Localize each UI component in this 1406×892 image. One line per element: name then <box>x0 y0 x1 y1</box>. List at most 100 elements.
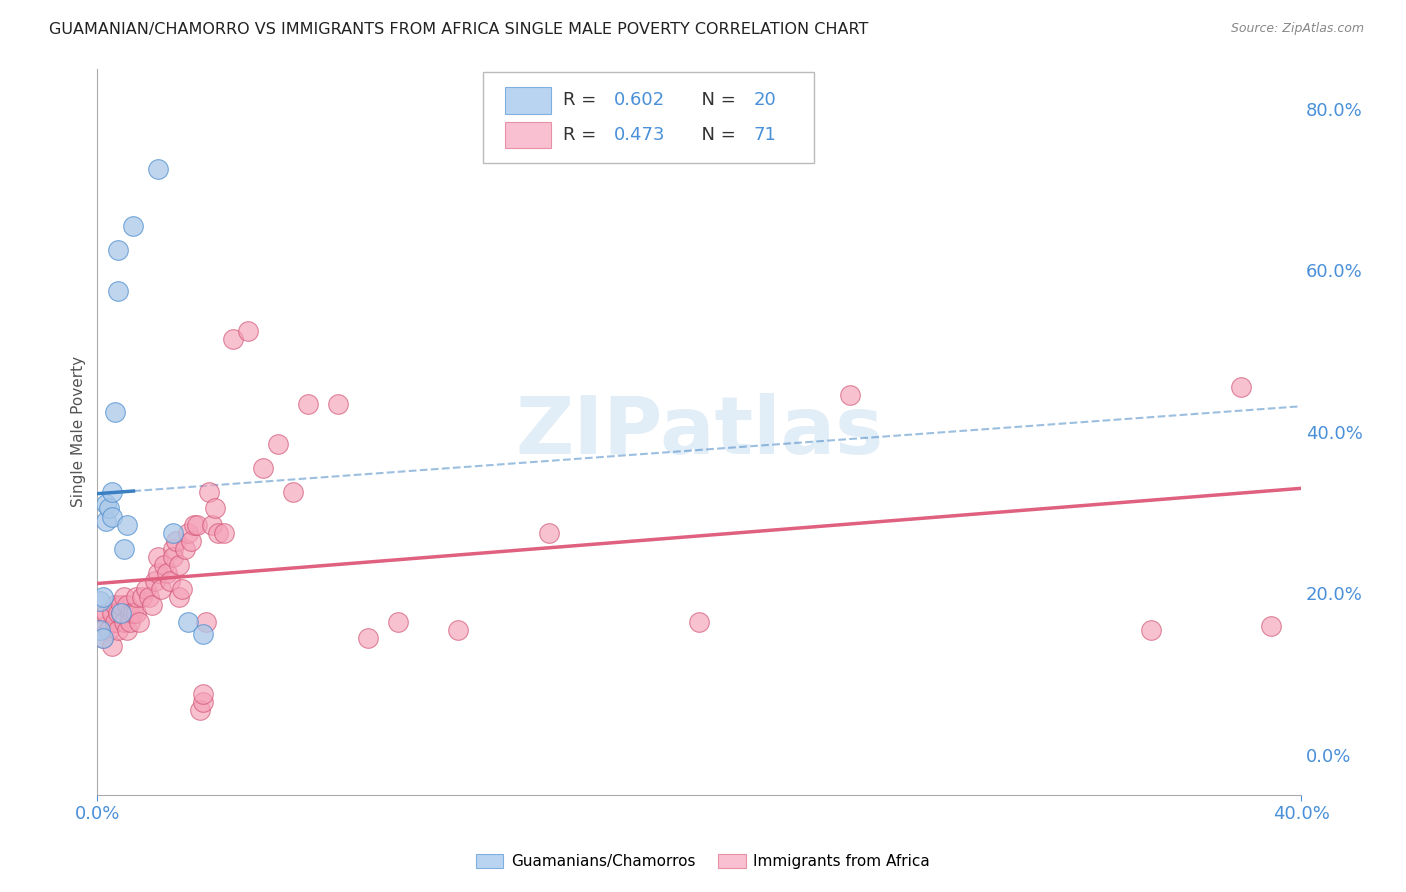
Point <box>186 517 208 532</box>
Point <box>110 599 132 613</box>
Point <box>176 525 198 540</box>
FancyBboxPatch shape <box>482 72 814 163</box>
Point <box>191 695 214 709</box>
Point <box>93 591 115 605</box>
Point <box>96 498 118 512</box>
Point <box>281 485 304 500</box>
Point <box>357 631 380 645</box>
Point <box>125 591 148 605</box>
Point <box>1139 623 1161 637</box>
Point <box>104 404 127 418</box>
Point <box>191 687 214 701</box>
Point <box>688 615 710 629</box>
Point <box>152 558 174 572</box>
Point <box>155 566 177 580</box>
FancyBboxPatch shape <box>505 87 551 113</box>
Point <box>141 599 163 613</box>
Point <box>96 607 118 621</box>
Point <box>146 566 169 580</box>
Text: Source: ZipAtlas.com: Source: ZipAtlas.com <box>1230 22 1364 36</box>
Point <box>167 558 190 572</box>
Point <box>167 591 190 605</box>
Point <box>120 607 142 621</box>
Point <box>107 243 129 257</box>
Point <box>267 437 290 451</box>
Point <box>222 332 245 346</box>
Point <box>183 517 205 532</box>
Text: N =: N = <box>689 127 741 145</box>
Point <box>173 541 195 556</box>
Point <box>89 610 111 624</box>
Point <box>93 631 115 645</box>
Point <box>101 485 124 500</box>
Point <box>114 591 136 605</box>
Point <box>159 574 181 588</box>
Point <box>104 599 127 613</box>
Text: 0.602: 0.602 <box>614 91 665 109</box>
Point <box>201 517 224 532</box>
Point <box>162 525 184 540</box>
Point <box>128 615 150 629</box>
Legend: Guamanians/Chamorros, Immigrants from Africa: Guamanians/Chamorros, Immigrants from Af… <box>470 848 936 875</box>
Point <box>107 607 129 621</box>
Point <box>146 162 169 177</box>
Text: 71: 71 <box>754 127 776 145</box>
Point <box>212 525 235 540</box>
Point <box>114 615 136 629</box>
Y-axis label: Single Male Poverty: Single Male Poverty <box>72 356 86 508</box>
Text: ZIPatlas: ZIPatlas <box>515 392 883 471</box>
Text: R =: R = <box>564 91 602 109</box>
Point <box>194 615 217 629</box>
Point <box>110 607 132 621</box>
Point <box>447 623 470 637</box>
Point <box>93 631 115 645</box>
Point <box>204 501 226 516</box>
Point <box>143 574 166 588</box>
Point <box>387 615 409 629</box>
Point <box>1230 380 1253 394</box>
Point <box>162 541 184 556</box>
Point <box>122 607 145 621</box>
Text: 20: 20 <box>754 91 776 109</box>
Point <box>134 582 156 597</box>
Point <box>117 599 139 613</box>
Point <box>297 396 319 410</box>
Point <box>207 525 229 540</box>
Text: R =: R = <box>564 127 602 145</box>
Text: GUAMANIAN/CHAMORRO VS IMMIGRANTS FROM AFRICA SINGLE MALE POVERTY CORRELATION CHA: GUAMANIAN/CHAMORRO VS IMMIGRANTS FROM AF… <box>49 22 869 37</box>
Point <box>89 594 111 608</box>
Point <box>89 623 111 637</box>
Point <box>197 485 219 500</box>
Point <box>131 591 153 605</box>
Point <box>101 607 124 621</box>
Point <box>117 517 139 532</box>
Text: N =: N = <box>689 91 741 109</box>
Point <box>252 461 274 475</box>
Point <box>176 615 198 629</box>
Point <box>98 623 121 637</box>
Point <box>89 623 111 637</box>
Point <box>138 591 160 605</box>
Point <box>96 514 118 528</box>
Point <box>120 615 142 629</box>
Point <box>170 582 193 597</box>
Point <box>838 388 860 402</box>
Point <box>149 582 172 597</box>
Point <box>125 607 148 621</box>
Point <box>122 219 145 233</box>
Point <box>107 284 129 298</box>
Point <box>188 703 211 717</box>
Point <box>114 541 136 556</box>
Point <box>110 607 132 621</box>
Point <box>104 615 127 629</box>
FancyBboxPatch shape <box>505 122 551 148</box>
Point <box>101 639 124 653</box>
Point <box>117 623 139 637</box>
Point <box>98 501 121 516</box>
Point <box>165 533 187 548</box>
Point <box>191 626 214 640</box>
Point <box>1260 618 1282 632</box>
Point <box>96 618 118 632</box>
Point <box>162 549 184 564</box>
Point <box>537 525 560 540</box>
